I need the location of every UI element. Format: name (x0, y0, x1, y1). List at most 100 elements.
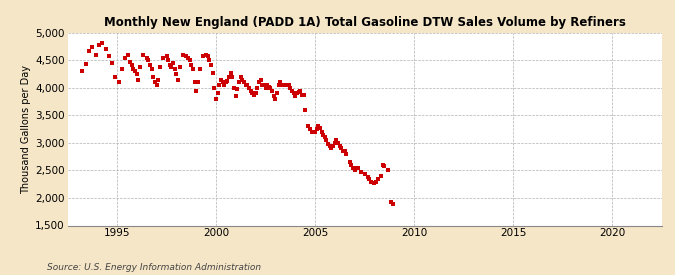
Point (371, 179, 381, 184)
Point (252, 86, 263, 90)
Point (265, 86, 276, 90)
Point (155, 65, 165, 69)
Point (284, 83, 294, 87)
Point (269, 94, 279, 98)
Point (237, 78, 248, 82)
Point (151, 83, 162, 87)
Point (334, 144, 345, 148)
Point (204, 58, 215, 63)
Point (225, 70, 236, 75)
Point (275, 80, 286, 85)
Point (200, 53, 211, 57)
Point (245, 89, 256, 93)
Point (113, 80, 124, 85)
Y-axis label: Thousand Gallons per Day: Thousand Gallons per Day (21, 65, 31, 194)
Point (351, 166, 362, 170)
Point (186, 63, 196, 67)
Point (128, 67, 139, 71)
Point (271, 91, 282, 96)
Point (277, 83, 288, 87)
Point (250, 91, 261, 96)
Point (166, 65, 177, 69)
Point (328, 144, 339, 148)
Point (209, 86, 220, 90)
Point (169, 67, 180, 71)
Point (254, 80, 265, 85)
Point (369, 180, 380, 185)
Point (256, 83, 267, 87)
Point (192, 80, 203, 85)
Point (255, 78, 266, 82)
Text: Source: U.S. Energy Information Administration: Source: U.S. Energy Information Administ… (47, 263, 261, 272)
Point (182, 56, 193, 60)
Point (77, 69, 88, 74)
Point (325, 144, 335, 148)
Point (379, 164, 389, 168)
Point (219, 83, 230, 87)
Point (150, 80, 161, 85)
Point (135, 65, 146, 69)
Point (181, 54, 192, 58)
Point (348, 166, 358, 170)
Point (221, 80, 232, 85)
Point (262, 83, 273, 87)
Point (270, 97, 281, 101)
Point (97, 41, 107, 45)
Point (230, 94, 241, 98)
Point (236, 75, 246, 79)
Point (288, 91, 299, 96)
Point (227, 75, 238, 79)
Point (234, 80, 244, 85)
Point (141, 56, 152, 60)
Point (178, 53, 188, 57)
Point (260, 86, 271, 90)
Point (107, 61, 117, 65)
Point (93, 43, 104, 47)
Point (171, 72, 182, 76)
Point (306, 130, 317, 134)
Point (286, 89, 297, 93)
Point (247, 91, 258, 96)
Point (90, 53, 101, 57)
Point (387, 201, 398, 206)
Point (311, 127, 322, 131)
Point (296, 92, 307, 97)
Point (163, 58, 173, 63)
Point (144, 63, 155, 67)
Point (385, 200, 396, 205)
Point (126, 63, 137, 67)
Point (375, 174, 386, 178)
Point (197, 54, 208, 58)
Point (377, 163, 388, 167)
Point (344, 160, 355, 164)
Point (194, 67, 205, 71)
Point (240, 83, 251, 87)
Point (153, 78, 163, 82)
Point (326, 146, 337, 151)
Point (215, 78, 226, 82)
Point (373, 177, 383, 181)
Point (346, 163, 356, 167)
Point (341, 152, 352, 156)
Point (165, 63, 176, 67)
Point (273, 83, 284, 87)
Point (80, 62, 91, 67)
Point (304, 127, 315, 131)
Point (232, 87, 243, 91)
Point (281, 83, 292, 87)
Point (206, 63, 217, 67)
Point (259, 83, 269, 87)
Point (316, 130, 327, 134)
Point (285, 86, 296, 90)
Point (161, 54, 172, 58)
Point (319, 135, 330, 140)
Point (313, 124, 324, 129)
Point (278, 83, 289, 87)
Point (331, 138, 342, 142)
Point (214, 83, 225, 87)
Point (295, 89, 306, 93)
Point (366, 179, 377, 184)
Point (338, 149, 348, 153)
Point (362, 175, 373, 179)
Point (229, 86, 240, 90)
